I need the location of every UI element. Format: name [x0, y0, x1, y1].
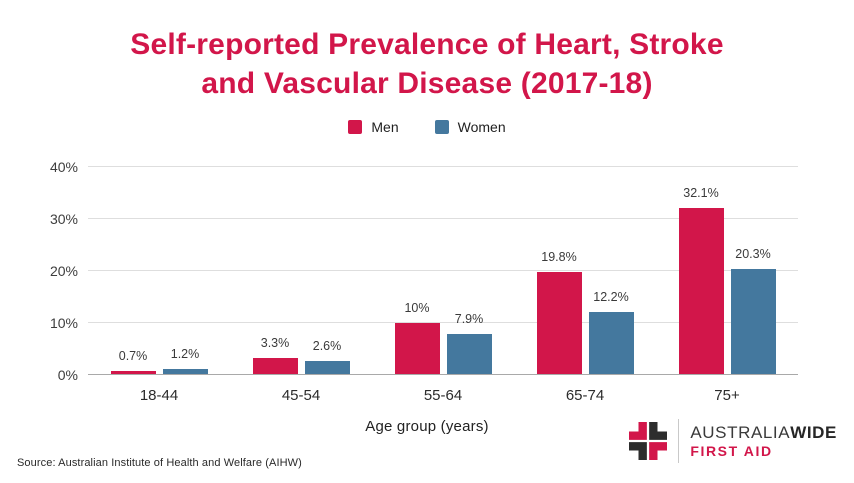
y-tick-label-20%: 20%	[49, 263, 78, 279]
x-category-label-45-54: 45-54	[281, 387, 321, 404]
bar-men-45-54: 3.3%	[252, 336, 298, 375]
bar-men-55-64: 10%	[394, 301, 440, 375]
logo-name: AUSTRALIAWIDE	[690, 423, 837, 443]
x-category-label-18-44: 18-44	[139, 387, 179, 404]
legend-swatch-men	[348, 120, 363, 134]
legend-label: Men	[371, 119, 399, 135]
x-category-label-55-64: 55-64	[423, 387, 463, 404]
legend: Men Women	[0, 119, 854, 135]
bar-group-65-74: 19.8% 12.2% 65-74	[514, 167, 656, 404]
x-axis-title: Age group (years)	[365, 418, 489, 435]
bar-women-75+: 20.3%	[730, 247, 776, 375]
bar-women-55-64: 7.9%	[446, 312, 492, 375]
logo-text: AUSTRALIAWIDE FIRST AID	[690, 423, 837, 459]
bar-men-65-74: 19.8%	[536, 250, 582, 375]
bar-value-label: 10%	[404, 301, 430, 315]
source-note: Source: Australian Institute of Health a…	[17, 457, 302, 469]
chart-title-line1: Self-reported Prevalence of Heart, Strok…	[130, 28, 724, 61]
gridline-30%	[88, 218, 798, 219]
x-category-label-65-74: 65-74	[565, 387, 605, 404]
brand-logo: AUSTRALIAWIDE FIRST AID	[629, 419, 837, 463]
legend-item-men: Men	[348, 119, 399, 135]
bar-men-75+: 32.1%	[678, 186, 724, 375]
bar-value-label: 32.1%	[683, 186, 719, 201]
gridline-0%	[88, 374, 798, 375]
bar-value-label: 12.2%	[593, 289, 629, 304]
y-tick-label-0%: 0%	[57, 367, 78, 383]
y-tick-label-40%: 40%	[49, 159, 78, 175]
bar-chart: 0% 10% 20% 30% 40% 0.7% 1.2% 18-44 3.3% 2.6% 45-5…	[50, 160, 798, 404]
bar-value-label: 19.8%	[541, 250, 577, 265]
gridline-40%	[88, 166, 798, 167]
logo-name-regular: AUSTRALIA	[690, 423, 791, 443]
logo-name-bold: WIDE	[790, 423, 837, 443]
y-tick-label-10%: 10%	[49, 315, 78, 331]
bar-men-18-44: 0.7%	[110, 349, 156, 375]
legend-label: Women	[457, 119, 506, 135]
bar-women-18-44: 1.2%	[162, 347, 208, 375]
gridline-10%	[88, 322, 798, 323]
y-tick-label-30%: 30%	[49, 211, 78, 227]
bar-value-label: 7.9%	[454, 311, 484, 326]
first-aid-cross-icon	[629, 422, 668, 460]
bar-groups: 0.7% 1.2% 18-44 3.3% 2.6% 45-54 10% 7.9% 55-64 19…	[88, 167, 798, 404]
bar-group-55-64: 10% 7.9% 55-64	[372, 167, 514, 404]
bar-value-label: 1.2%	[170, 346, 200, 361]
bar-women-65-74: 12.2%	[588, 290, 634, 375]
legend-swatch-women	[434, 120, 449, 134]
bar-group-75+: 32.1% 20.3% 75+	[656, 167, 798, 404]
bar-value-label: 20.3%	[735, 247, 771, 262]
chart-title-line2: and Vascular Disease (2017-18)	[201, 67, 653, 100]
gridline-20%	[88, 270, 798, 271]
bar-women-45-54: 2.6%	[304, 339, 350, 375]
bar-value-label: 2.6%	[312, 339, 342, 354]
bar-group-45-54: 3.3% 2.6% 45-54	[230, 167, 372, 404]
legend-item-women: Women	[434, 119, 506, 135]
logo-divider	[678, 419, 680, 463]
x-category-label-75+: 75+	[714, 387, 740, 404]
bar-value-label: 0.7%	[118, 349, 148, 364]
bar-group-18-44: 0.7% 1.2% 18-44	[88, 167, 230, 404]
chart-title: Self-reported Prevalence of Heart, Strok…	[0, 25, 854, 103]
logo-tagline: FIRST AID	[690, 442, 773, 459]
bar-value-label: 3.3%	[260, 335, 290, 350]
